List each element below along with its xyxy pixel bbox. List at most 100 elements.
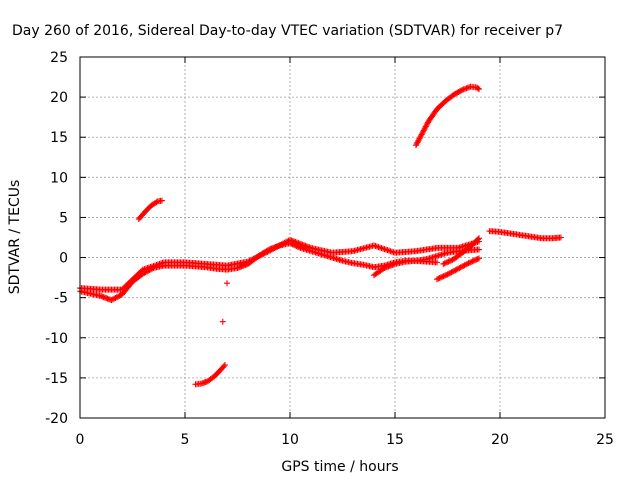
data-point-marker (460, 262, 467, 269)
data-point-marker (419, 130, 426, 137)
grid-layer (80, 57, 605, 418)
data-point-marker (221, 362, 228, 369)
data-point-marker (448, 257, 455, 264)
data-point-marker (112, 294, 119, 301)
data-point-marker (455, 265, 461, 272)
data-point-marker (440, 260, 447, 267)
data-point-marker (458, 87, 464, 94)
data-point-marker (443, 272, 450, 279)
data-point-marker (115, 293, 122, 300)
data-point-marker (434, 276, 440, 283)
data-point-marker (453, 266, 460, 273)
data-point-marker (254, 253, 261, 260)
data-point-marker (116, 292, 123, 299)
data-point-marker (468, 258, 475, 265)
data-point-marker (219, 318, 226, 325)
data-point-marker (436, 275, 443, 282)
data-point-marker (441, 272, 448, 279)
data-point-marker (264, 248, 271, 255)
data-point-marker (440, 273, 447, 280)
data-point-marker (447, 269, 454, 276)
data-point-marker (474, 255, 481, 262)
data-point-marker (476, 246, 482, 253)
y-tick-label: 10 (50, 170, 68, 186)
data-point-marker (257, 252, 264, 259)
data-point-marker (420, 127, 427, 134)
y-tick-label: 5 (59, 210, 68, 226)
data-point-marker (253, 254, 260, 261)
y-axis-label: SDTVAR / TECUs (7, 180, 23, 295)
data-point-marker (422, 123, 429, 130)
data-point-marker (472, 257, 479, 264)
data-point-marker (424, 120, 431, 127)
data-point-marker (249, 256, 256, 263)
data-point-marker (439, 273, 446, 280)
data-point-marker (417, 132, 424, 139)
data-point-marker (252, 255, 258, 262)
series-track-17h-lower (434, 255, 482, 283)
series-track-6h-low (192, 362, 228, 388)
x-tick-label: 0 (76, 432, 85, 448)
x-tick-label: 25 (596, 432, 614, 448)
marks-layer (77, 83, 564, 388)
data-point-marker (415, 138, 422, 145)
x-tick-label: 20 (491, 432, 509, 448)
series-outliers (219, 280, 230, 325)
data-point-marker (246, 257, 253, 264)
y-tick-label: -10 (45, 331, 68, 347)
data-point-marker (445, 270, 452, 277)
data-point-marker (473, 256, 480, 263)
data-point-marker (557, 234, 564, 241)
ticks-layer: 0 5 10 15 20 25 -20 -15 -10 -5 0 5 10 15 20 25 (45, 50, 614, 448)
series-track-16h-rise (413, 83, 482, 149)
data-point-marker (476, 86, 482, 93)
data-point-marker (474, 236, 481, 243)
data-point-marker (263, 249, 270, 256)
data-point-marker (434, 259, 440, 266)
y-tick-label: -5 (54, 291, 68, 307)
data-point-marker (380, 265, 387, 272)
data-point-marker (413, 140, 420, 147)
data-point-marker (158, 197, 165, 204)
data-point-marker (245, 258, 251, 265)
data-point-marker (256, 253, 263, 260)
x-tick-label: 10 (281, 432, 299, 448)
y-tick-label: 0 (59, 251, 68, 267)
data-point-marker (413, 142, 419, 149)
y-tick-label: -15 (45, 371, 68, 387)
data-point-marker (448, 269, 455, 276)
series-track-19h-20h (486, 228, 564, 242)
data-point-marker (423, 122, 430, 129)
series-track-17h-mid (440, 235, 482, 267)
data-point-marker (464, 260, 471, 267)
data-point-marker (465, 260, 472, 267)
plot-frame (79, 56, 606, 419)
data-point-marker (452, 267, 459, 274)
data-point-marker (444, 271, 451, 278)
data-point-marker (441, 260, 448, 267)
data-point-marker (414, 139, 421, 146)
data-point-marker (113, 294, 120, 301)
data-point-marker (444, 259, 451, 266)
x-tick-label: 15 (386, 432, 404, 448)
data-point-marker (296, 244, 303, 251)
data-point-marker (417, 134, 424, 141)
series-track-3h-short (135, 197, 165, 223)
y-tick-label: 25 (50, 50, 68, 66)
data-point-marker (153, 199, 160, 206)
data-point-marker (418, 131, 425, 138)
data-point-marker (457, 264, 464, 271)
data-point-marker (466, 259, 473, 266)
data-point-marker (437, 274, 444, 281)
data-point-marker (250, 255, 257, 262)
data-point-marker (415, 136, 422, 143)
data-point-marker (442, 259, 449, 266)
data-point-marker (470, 257, 477, 264)
data-point-marker (449, 268, 456, 275)
x-axis-label: GPS time / hours (281, 459, 398, 475)
y-tick-label: -20 (45, 411, 68, 427)
data-point-marker (462, 261, 469, 268)
data-point-marker (260, 250, 267, 257)
data-point-marker (421, 126, 428, 133)
